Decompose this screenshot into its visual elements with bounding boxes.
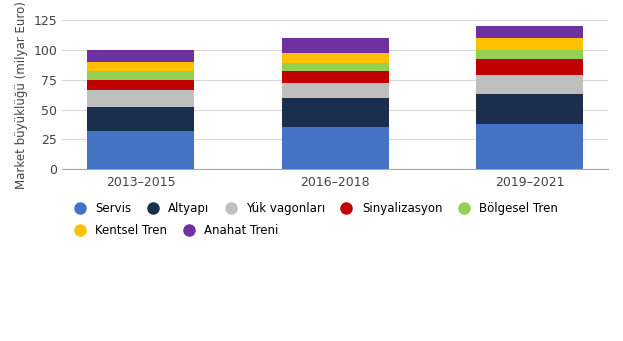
Bar: [87, 80, 194, 90]
Bar: [282, 54, 389, 63]
Bar: [282, 83, 389, 98]
Bar: [87, 90, 194, 107]
Legend: Kentsel Tren, Anahat Treni: Kentsel Tren, Anahat Treni: [68, 224, 278, 237]
Bar: [476, 26, 583, 38]
Bar: [87, 131, 194, 169]
Bar: [87, 107, 194, 131]
Bar: [476, 50, 583, 59]
Bar: [87, 71, 194, 80]
Y-axis label: Market büyüklüğü (milyar Euro): Market büyüklüğü (milyar Euro): [15, 1, 28, 189]
Bar: [476, 94, 583, 124]
Bar: [476, 75, 583, 94]
Bar: [282, 71, 389, 83]
Bar: [476, 38, 583, 50]
Bar: [476, 124, 583, 169]
Bar: [282, 38, 389, 54]
Bar: [282, 98, 389, 128]
Bar: [87, 50, 194, 62]
Bar: [282, 128, 389, 169]
Bar: [282, 63, 389, 71]
Bar: [476, 59, 583, 75]
Bar: [87, 62, 194, 71]
